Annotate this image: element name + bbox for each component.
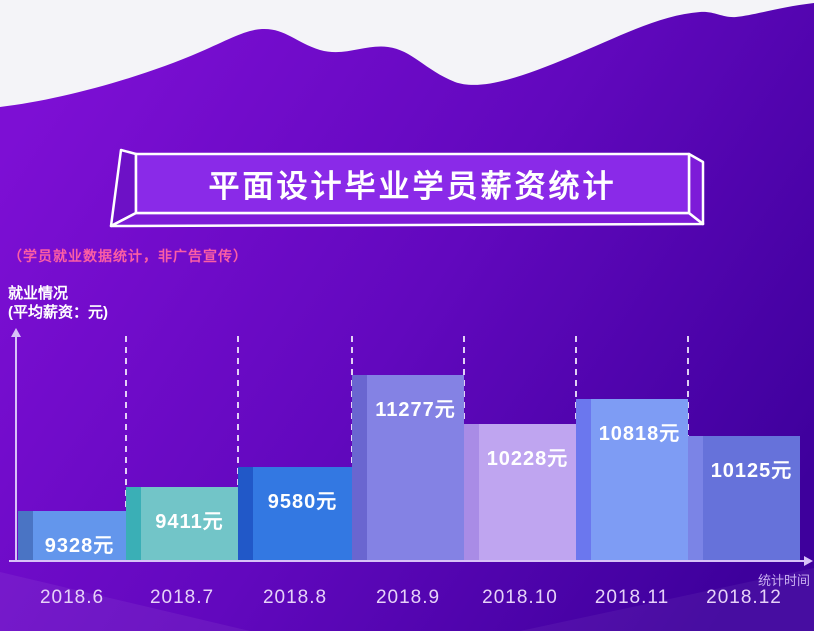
- category-label: 2018.6: [39, 587, 105, 608]
- bar-edge-highlight: [464, 424, 479, 560]
- banner-bottom-face: [109, 211, 705, 228]
- bar: 10125元: [688, 436, 800, 560]
- bar: 11277元: [352, 375, 464, 560]
- dashed-gridline: [237, 336, 239, 560]
- banner-front-face: [134, 152, 691, 215]
- x-axis-arrow-right-icon: [804, 556, 813, 566]
- title-banner-3d: [109, 148, 705, 228]
- dashed-gridline: [125, 336, 127, 560]
- bar: 10228元: [464, 424, 576, 560]
- x-axis-title: 统计时间: [757, 573, 810, 588]
- category-label: 2018.11: [594, 587, 670, 608]
- bar: 9328元: [18, 511, 126, 560]
- bar: 9411元: [126, 487, 238, 560]
- y-axis-title-line2: (平均薪资：元): [8, 304, 108, 321]
- page-title: 平面设计毕业学员薪资统计: [208, 169, 617, 204]
- x-axis-line: [9, 560, 806, 562]
- bar-value-label: 9328元: [44, 535, 115, 557]
- bar: 9580元: [238, 467, 352, 560]
- bar: 10818元: [576, 399, 688, 560]
- category-label: 2018.12: [706, 587, 782, 608]
- category-label: 2018.7: [149, 587, 215, 608]
- bar-edge-highlight: [18, 511, 33, 560]
- bar-value-label: 10818元: [598, 423, 681, 445]
- bar-edge-highlight: [576, 399, 591, 560]
- bottom-right-accent: [520, 568, 814, 631]
- category-label: 2018.9: [375, 587, 441, 608]
- bar-value-label: 11277元: [375, 399, 456, 421]
- bar-value-label: 10228元: [486, 448, 569, 470]
- bar-edge-highlight: [238, 467, 253, 560]
- y-axis-line: [15, 336, 17, 562]
- bar-edge-highlight: [352, 375, 367, 560]
- banner-right-face: [687, 152, 705, 226]
- category-label: 2018.8: [262, 587, 328, 608]
- bottom-left-accent: [0, 572, 250, 631]
- bar-value-label: 9411元: [155, 511, 224, 533]
- bar-edge-highlight: [126, 487, 141, 560]
- y-axis-arrow-up-icon: [11, 328, 21, 337]
- bar-value-label: 9580元: [267, 491, 338, 513]
- bar-edge-highlight: [688, 436, 703, 560]
- y-axis-title-line1: 就业情况: [8, 285, 69, 302]
- category-label: 2018.10: [482, 587, 558, 608]
- bar-value-label: 10125元: [710, 460, 793, 482]
- subtitle-note: （学员就业数据统计，非广告宣传）: [8, 248, 248, 264]
- y-axis-title: 就业情况 (平均薪资：元): [8, 284, 108, 322]
